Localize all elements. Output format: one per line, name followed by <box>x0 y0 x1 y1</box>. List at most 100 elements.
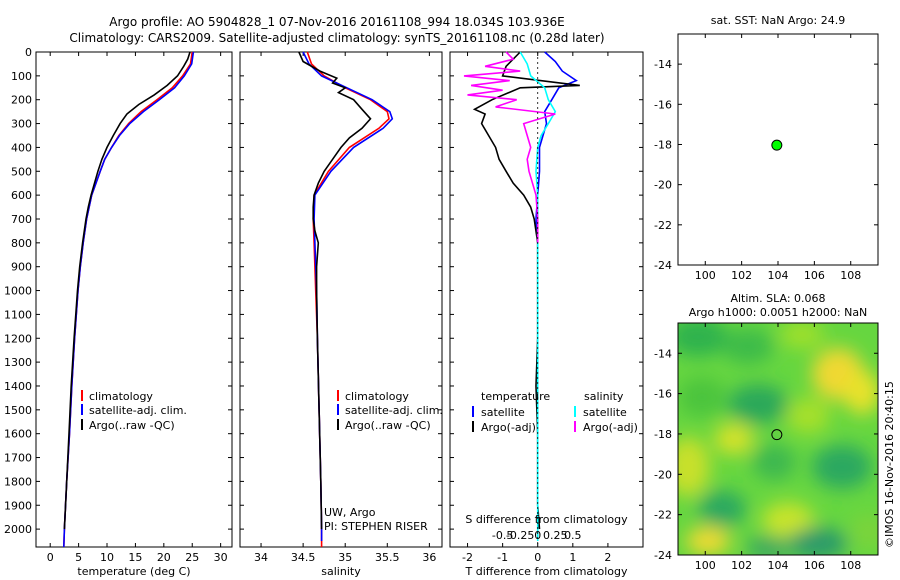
difference-panel: -2 -1 0 1 2T difference from climatology S di… <box>449 51 644 578</box>
sla-map-panel: 100 102 104 106 108 -14 -16 -18 -20 -22 -24 Altim. … <box>654 292 879 572</box>
sla-blob <box>812 444 872 489</box>
title-line2: Climatology: CARS2009. Satellite-adjuste… <box>69 31 604 45</box>
y-tick-label: 1300 <box>4 356 32 369</box>
x-tick-label: -2 <box>462 551 473 564</box>
x-tick-label: 102 <box>731 559 752 572</box>
x-tick-label: 104 <box>768 559 789 572</box>
x-tick-label: 0 <box>47 551 54 564</box>
series-line-satelliteadjclim <box>63 51 195 548</box>
y-tick-label: 500 <box>11 165 32 178</box>
y-tick-label: 1100 <box>4 308 32 321</box>
x-axis-label: salinity <box>321 565 361 578</box>
sst-map-panel: 100 102 104 106 108 -14 -16 -18 -20 -22 -24 sat. SS… <box>654 14 879 282</box>
series-line-argorawqc <box>298 51 372 530</box>
s-tick-label: -0.5 <box>492 529 513 542</box>
x-axis-label: T difference from climatology <box>465 565 628 578</box>
legend-label: satellite-adj. clim. <box>89 404 187 417</box>
x-tick-label: 108 <box>840 559 861 572</box>
x-tick-label: 5 <box>75 551 82 564</box>
sla-blob <box>850 513 878 550</box>
s-axis-label: S difference from climatology <box>465 513 628 526</box>
x-tick-label: 100 <box>695 559 716 572</box>
temperature-panel: 0100200300400500600700800900100011001200… <box>4 46 233 578</box>
y-tick-label: 600 <box>11 189 32 202</box>
y-tick-label: 1400 <box>4 380 32 393</box>
y-tick-label: -14 <box>654 347 672 360</box>
x-tick-label: 2 <box>604 551 611 564</box>
y-tick-label: -20 <box>654 179 672 192</box>
x-tick-label: 100 <box>695 269 716 282</box>
series-line-climatology <box>306 51 390 547</box>
y-tick-label: 1700 <box>4 452 32 465</box>
y-tick-label: 800 <box>11 237 32 250</box>
plot-frame <box>239 51 443 548</box>
series-line-satellite <box>519 51 557 541</box>
x-tick-label: 10 <box>100 551 114 564</box>
y-tick-label: -22 <box>654 509 672 522</box>
y-tick-label: -18 <box>654 428 672 441</box>
y-tick-label: 700 <box>11 213 32 226</box>
s-tick-label: -0.25 <box>506 529 534 542</box>
x-tick-label: 34 <box>254 551 268 564</box>
x-tick-label: 20 <box>157 551 171 564</box>
x-tick-label: 106 <box>804 559 825 572</box>
x-tick-label: 1 <box>569 551 576 564</box>
x-tick-label: 0 <box>534 551 541 564</box>
x-tick-label: 102 <box>731 269 752 282</box>
title-line1: Argo profile: AO 5904828_1 07-Nov-2016 2… <box>109 15 564 29</box>
y-tick-label: -14 <box>654 58 672 71</box>
x-tick-label: 30 <box>214 551 228 564</box>
x-tick-label: 35.5 <box>375 551 400 564</box>
legend-label: satellite <box>583 406 627 419</box>
y-tick-label: 1800 <box>4 475 32 488</box>
sla-blob <box>786 397 830 434</box>
y-tick-label: 2000 <box>4 523 32 536</box>
y-tick-label: 1500 <box>4 404 32 417</box>
plot-frame <box>449 51 644 548</box>
argo-position-marker <box>771 139 783 151</box>
x-tick-label: 35 <box>338 551 352 564</box>
y-tick-label: -24 <box>654 549 672 562</box>
sla-blobs <box>678 323 878 555</box>
sla-blob <box>678 377 726 418</box>
sla-blob <box>844 370 878 415</box>
legend-header: temperature <box>481 390 550 403</box>
x-tick-label: 108 <box>840 269 861 282</box>
annotation-line: PI: STEPHEN RISER <box>324 520 428 533</box>
y-tick-label: 1600 <box>4 428 32 441</box>
sla-field <box>678 323 878 555</box>
sla-blob <box>780 323 824 349</box>
x-tick-label: -1 <box>497 551 508 564</box>
y-tick-label: -24 <box>654 259 672 272</box>
sla-blob <box>722 328 774 365</box>
sla-blob <box>714 423 754 455</box>
legend-label: climatology <box>345 390 409 403</box>
sla-blob <box>686 527 730 555</box>
plot-frame <box>35 51 233 548</box>
y-tick-label: -16 <box>654 388 672 401</box>
annotation-line: UW, Argo <box>324 506 376 519</box>
map-title: sat. SST: NaN Argo: 24.9 <box>711 14 845 27</box>
x-tick-label: 15 <box>128 551 142 564</box>
y-tick-label: -22 <box>654 219 672 232</box>
y-tick-label: 400 <box>11 141 32 154</box>
sla-blob <box>678 436 710 497</box>
y-tick-label: 200 <box>11 94 32 107</box>
y-tick-label: -18 <box>654 138 672 151</box>
x-tick-label: 36 <box>422 551 436 564</box>
legend-label: satellite <box>481 406 525 419</box>
x-tick-label: 106 <box>804 269 825 282</box>
x-tick-label: 34.5 <box>291 551 316 564</box>
y-tick-label: 300 <box>11 118 32 131</box>
y-tick-label: -20 <box>654 468 672 481</box>
s-tick-label: 0.5 <box>564 529 582 542</box>
y-tick-label: -16 <box>654 98 672 111</box>
sla-blob <box>678 323 728 357</box>
legend-label: Argo(-adj) <box>583 421 638 434</box>
y-tick-label: 900 <box>11 261 32 274</box>
sla-blob <box>752 444 796 481</box>
argo-position-marker <box>771 429 783 441</box>
legend-label: Argo(..raw -QC) <box>345 419 431 432</box>
legend-label: satellite-adj. clim. <box>345 404 443 417</box>
